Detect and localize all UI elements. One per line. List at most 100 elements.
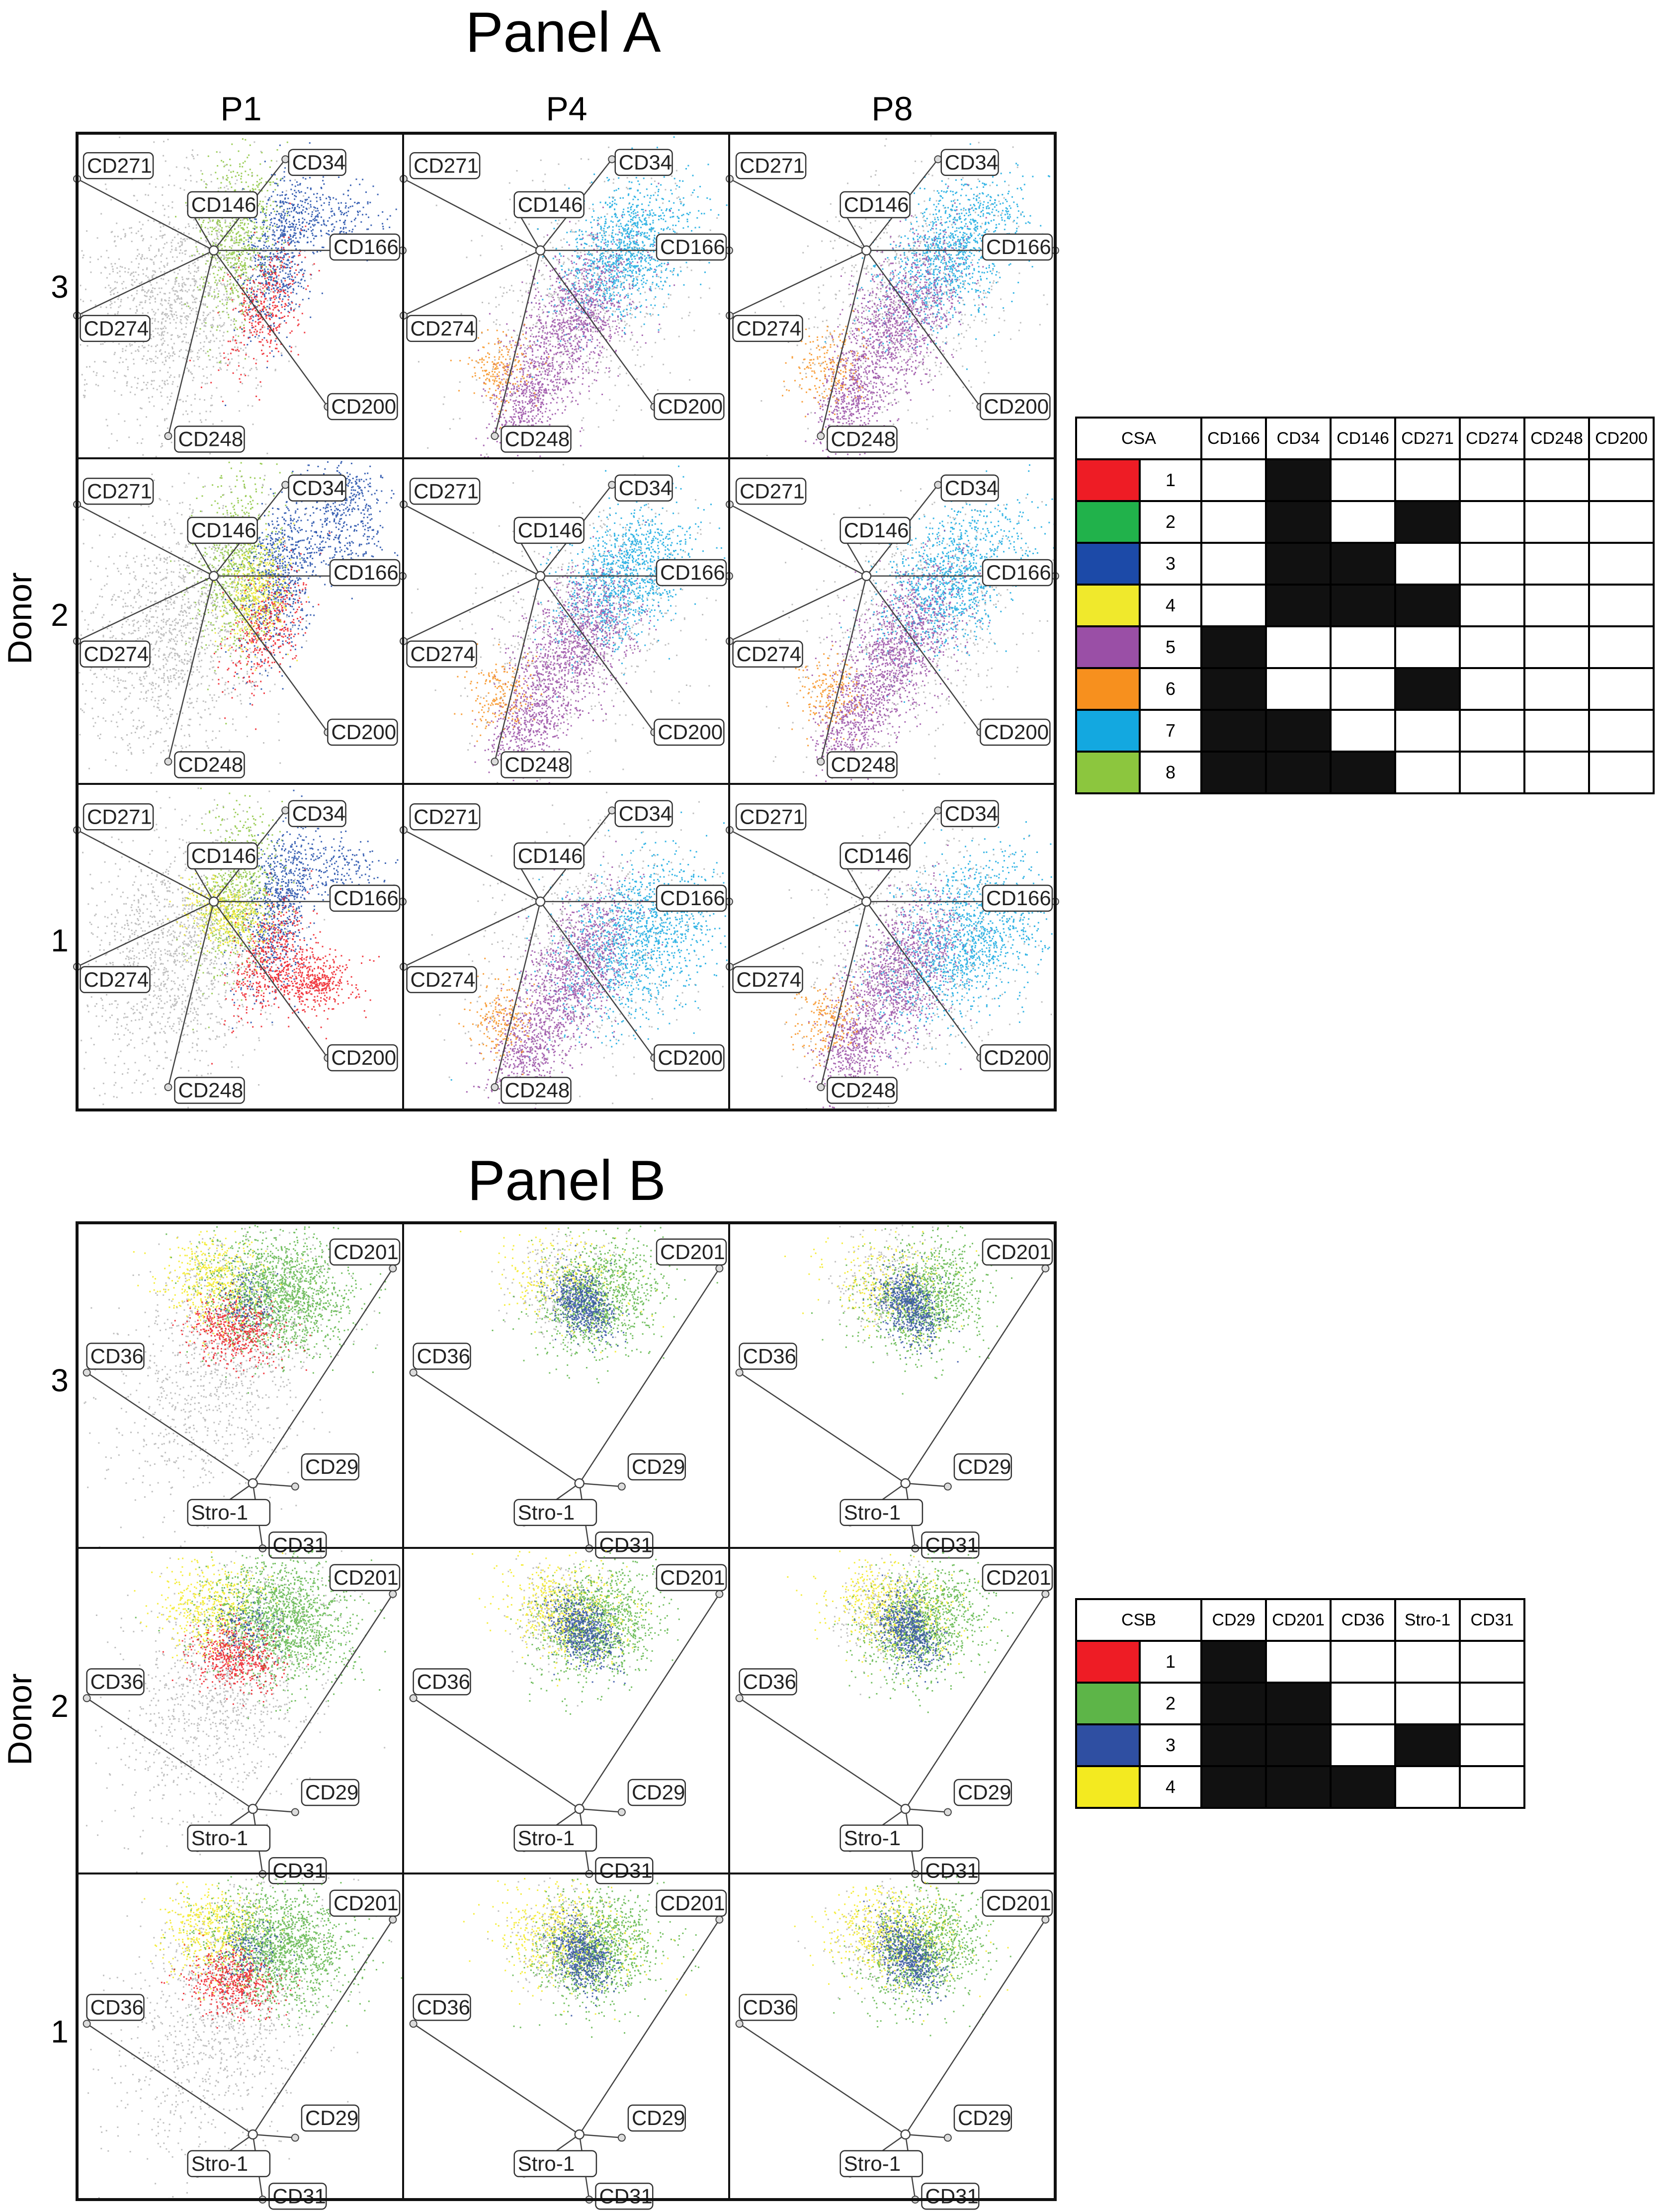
marker-label-box (953, 1453, 1012, 1481)
radviz-spoke (729, 250, 867, 316)
marker-label-box (83, 152, 154, 179)
marker-label-box (735, 478, 807, 505)
legend-column-header: CD271 (1394, 417, 1461, 460)
marker-label-cd274: CD274 (737, 317, 802, 340)
marker-label-cd29: CD29 (958, 1781, 1011, 1804)
legend-row: 3 (1075, 1723, 1525, 1767)
marker-label-box (288, 149, 346, 176)
legend-row-number: 2 (1139, 500, 1202, 544)
point-cloud-population-3 (224, 789, 333, 1029)
legend-cell-negative (1588, 709, 1655, 753)
marker-label-box (614, 800, 673, 827)
marker-label-box (501, 425, 572, 453)
marker-label-cd248: CD248 (505, 753, 570, 776)
marker-label-box (174, 1077, 245, 1104)
marker-label-box (654, 1044, 725, 1072)
marker-label-cd31: CD31 (599, 2184, 652, 2208)
legend-cell-positive (1265, 751, 1332, 794)
marker-label-cd201: CD201 (660, 1891, 725, 1915)
radviz-spoke (413, 2023, 580, 2135)
marker-label-cd166: CD166 (334, 561, 399, 584)
radviz-spoke (77, 178, 214, 251)
marker-label-stro-1: Stro-1 (191, 2152, 248, 2175)
legend-cell-positive (1265, 1765, 1332, 1809)
legend-cell-positive (1200, 1723, 1267, 1767)
point-cloud-population-4 (472, 1550, 652, 1687)
legend-color-swatch (1075, 1723, 1141, 1767)
radviz-spoke (579, 1268, 720, 1484)
radviz-spoke (252, 2133, 295, 2138)
legend-row: 7 (1075, 709, 1655, 753)
radviz-plot-cell: CD201 CD36 CD29 Stro-1 CD31 (409, 1225, 727, 1559)
legend-column-header: Stro-1 (1394, 1598, 1461, 1642)
legend-row-number: 3 (1139, 542, 1202, 586)
marker-label-box (595, 2183, 654, 2210)
marker-label-cd274: CD274 (411, 317, 476, 340)
radviz-spoke (168, 901, 215, 1088)
legend-row: 2 (1075, 1682, 1525, 1725)
radviz-plot-cell: CD201 CD36 CD29 Stro-1 CD31 (735, 1876, 1053, 2210)
radviz-plot-cell: CD271 CD34 CD146 CD166 CD274 CD200 CD248 (726, 464, 1059, 784)
marker-label-box (953, 2104, 1012, 2132)
grid-frame (76, 132, 1057, 1111)
legend-cell-negative (1265, 667, 1332, 711)
marker-label-cd274: CD274 (737, 642, 802, 666)
marker-label-box (329, 884, 401, 912)
anchor-point (715, 1590, 724, 1598)
marker-label-cd166: CD166 (986, 886, 1051, 910)
legend-cell-positive (1330, 751, 1396, 794)
marker-label-box (187, 1499, 271, 1526)
marker-label-box (513, 1824, 597, 1852)
marker-label-cd34: CD34 (292, 476, 345, 500)
radviz-spoke (579, 1808, 622, 1813)
marker-label-box (839, 2150, 923, 2177)
marker-label-box (735, 803, 807, 831)
legend-cell-negative (1330, 500, 1396, 544)
marker-label-box (982, 1238, 1053, 1266)
marker-label-cd146: CD146 (518, 193, 583, 216)
marker-label-box (413, 1668, 471, 1696)
marker-label-box (627, 2104, 686, 2132)
radviz-spoke (403, 504, 541, 577)
legend-cell-positive (1200, 751, 1267, 794)
legend-cell-negative (1330, 667, 1396, 711)
legend-cell-positive (1265, 709, 1332, 753)
anchor-point (164, 432, 172, 440)
marker-label-box (732, 640, 803, 668)
radviz-spoke (579, 2133, 622, 2138)
legend-cell-positive (1265, 542, 1332, 586)
anchor-point (1041, 1915, 1050, 1924)
radviz-plot-cell: CD201 CD36 CD29 Stro-1 CD31 (83, 1876, 403, 2210)
marker-label-cd34: CD34 (619, 802, 672, 825)
radviz-spoke (739, 1372, 906, 1484)
anchor-point (83, 2020, 91, 2028)
marker-label-cd36: CD36 (743, 1670, 796, 1693)
marker-label-cd274: CD274 (84, 968, 149, 991)
legend-cell-negative (1394, 1765, 1461, 1809)
marker-label-cd29: CD29 (305, 1781, 358, 1804)
marker-label-cd271: CD271 (87, 154, 152, 177)
legend-column-header: CD36 (1330, 1598, 1396, 1642)
point-cloud-population-6 (785, 969, 872, 1067)
marker-label-box (735, 152, 807, 179)
marker-label-cd248: CD248 (505, 427, 570, 451)
point-cloud-ungated (85, 1550, 394, 1873)
marker-label-cd31: CD31 (272, 1859, 326, 1882)
marker-label-stro-1: Stro-1 (518, 1501, 575, 1524)
marker-label-cd200: CD200 (658, 395, 723, 418)
marker-label-cd36: CD36 (90, 1670, 144, 1693)
radviz-spoke (866, 250, 981, 407)
point-cloud-population-4 (212, 522, 309, 671)
point-cloud-population-4 (784, 1229, 978, 1350)
radviz-spoke (540, 576, 655, 733)
marker-label-box (268, 1857, 327, 1884)
point-cloud-population-5 (466, 974, 583, 1109)
legend-row-number: 1 (1139, 1640, 1202, 1684)
radviz-spoke (729, 504, 867, 577)
radviz-center (248, 1478, 258, 1489)
marker-label-box (656, 233, 727, 261)
marker-label-cd271: CD271 (87, 805, 152, 828)
point-cloud-population-2 (166, 1225, 386, 1394)
anchor-point (409, 2020, 418, 2028)
